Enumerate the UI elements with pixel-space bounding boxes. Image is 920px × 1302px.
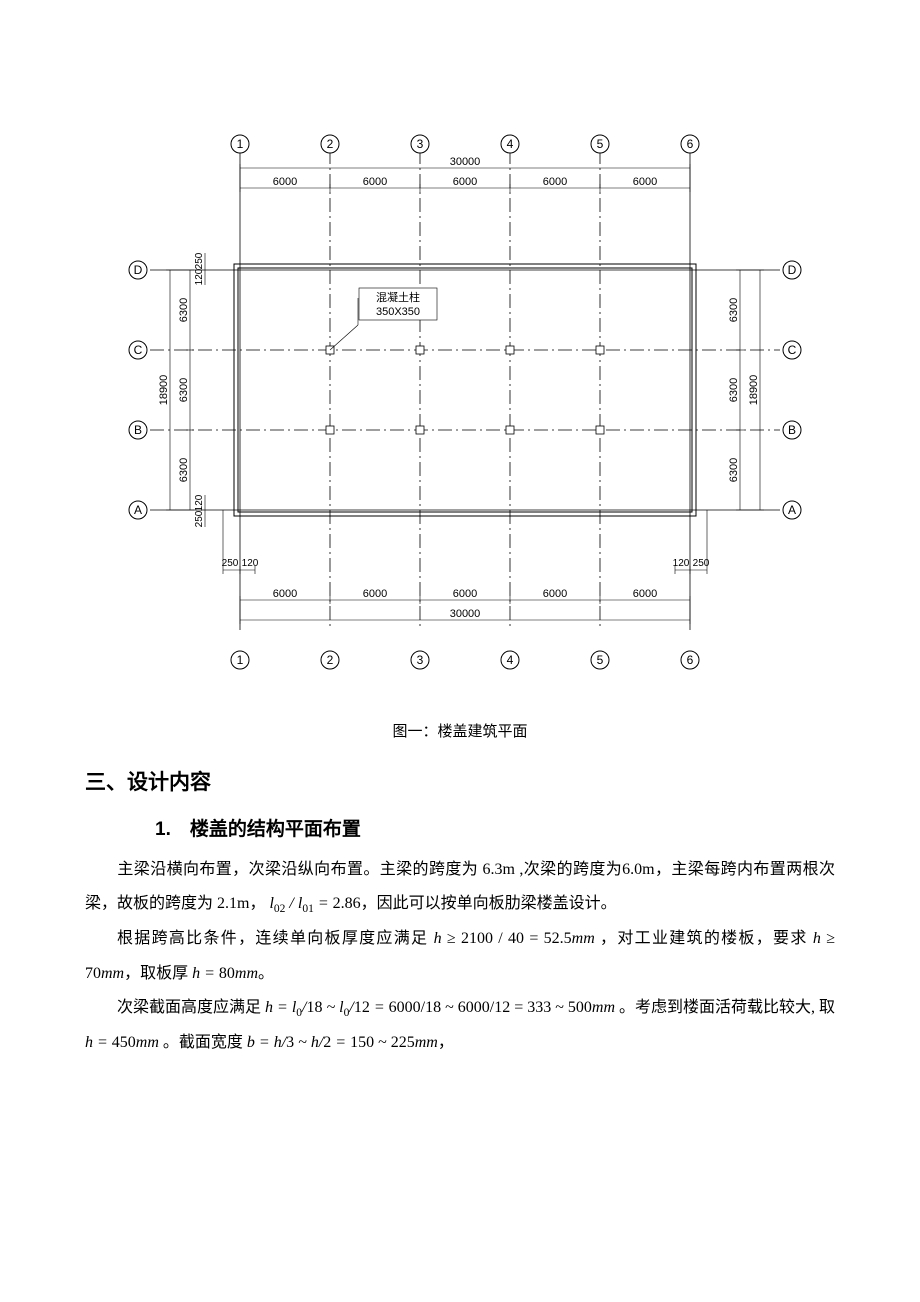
p1-formula: l02 / l01 = 2.86 xyxy=(269,895,360,912)
column-annotation-1: 混凝土柱 xyxy=(376,290,420,304)
p2-text-a: 根据跨高比条件，连续单向板厚度应满足 xyxy=(117,930,434,947)
grid-col-4-bot: 4 xyxy=(507,653,514,667)
dim-250-br: 250 xyxy=(693,558,710,569)
dim-row-right-3: 6300 xyxy=(728,458,740,482)
dim-span-bot-1: 6000 xyxy=(273,588,297,600)
dim-120-bl2: 120 xyxy=(194,494,205,511)
grid-col-3-top: 3 xyxy=(417,137,424,151)
p2-formula-3: h = 80mm xyxy=(192,965,258,982)
dim-height-left: 18900 xyxy=(158,375,170,406)
dim-row-right-1: 6300 xyxy=(728,298,740,322)
grid-col-5-top: 5 xyxy=(597,137,604,151)
dim-row-left-2: 6300 xyxy=(178,378,190,402)
grid-col-4-top: 4 xyxy=(507,137,514,151)
grid-row-A-left: A xyxy=(134,503,142,517)
paragraph-2: 根据跨高比条件，连续单向板厚度应满足 h ≥ 2100 / 40 = 52.5m… xyxy=(85,922,835,991)
floor-plan-figure: 混凝土柱 350X350 1 2 3 4 5 6 xyxy=(85,130,835,700)
p1-text-b: ，因此可以按单向板肋梁楼盖设计。 xyxy=(361,895,617,912)
dim-row-left-3: 6300 xyxy=(178,458,190,482)
grid-row-C-right: C xyxy=(788,343,797,357)
dim-width-bot: 30000 xyxy=(450,608,481,620)
p2-formula-1: h ≥ 2100 / 40 = 52.5mm xyxy=(434,930,595,947)
section-heading: 三、设计内容 xyxy=(85,766,835,796)
dim-250-bl2: 250 xyxy=(194,510,205,527)
paragraph-1: 主梁沿横向布置，次梁沿纵向布置。主梁的跨度为 6.3m ,次梁的跨度为6.0m，… xyxy=(85,853,835,922)
p3-text-c: 。截面宽度 xyxy=(159,1034,247,1051)
dim-span-bot-4: 6000 xyxy=(543,588,567,600)
p2-text-c: ，取板厚 xyxy=(124,965,192,982)
paragraph-3: 次梁截面高度应满足 h = l0/18 ~ l0/12 = 6000/18 ~ … xyxy=(85,991,835,1060)
grid-col-2-top: 2 xyxy=(327,137,334,151)
column-annotation-2: 350X350 xyxy=(376,306,420,318)
dim-250-bl: 250 xyxy=(222,558,239,569)
dim-row-right-2: 6300 xyxy=(728,378,740,402)
dim-span-bot-2: 6000 xyxy=(363,588,387,600)
dim-width-top: 30000 xyxy=(450,156,481,168)
dim-120-tl: 120 xyxy=(194,268,205,285)
dim-span-bot-5: 6000 xyxy=(633,588,657,600)
grid-col-6-bot: 6 xyxy=(687,653,694,667)
grid-row-B-right: B xyxy=(788,423,796,437)
dim-250-tl: 250 xyxy=(194,252,205,269)
grid-row-D-left: D xyxy=(134,263,143,277)
grid-col-3-bot: 3 xyxy=(417,653,424,667)
figure-caption: 图一：楼盖建筑平面 xyxy=(85,720,835,741)
p2-text-d: 。 xyxy=(258,965,274,982)
dim-span-top-5: 6000 xyxy=(633,176,657,188)
floor-plan-svg: 混凝土柱 350X350 1 2 3 4 5 6 xyxy=(110,130,810,700)
p3-text-d: ， xyxy=(438,1034,454,1051)
dim-span-top-4: 6000 xyxy=(543,176,567,188)
grid-col-5-bot: 5 xyxy=(597,653,604,667)
dim-span-top-1: 6000 xyxy=(273,176,297,188)
grid-row-A-right: A xyxy=(788,503,796,517)
grid-col-2-bot: 2 xyxy=(327,653,334,667)
p3-formula-3: b = h/3 ~ h/2 = 150 ~ 225mm xyxy=(247,1034,438,1051)
grid-row-C-left: C xyxy=(134,343,143,357)
grid-col-6-top: 6 xyxy=(687,137,694,151)
dim-span-top-3: 6000 xyxy=(453,176,477,188)
p2-text-b: ，对工业建筑的楼板，要求 xyxy=(595,930,813,947)
dim-span-bot-3: 6000 xyxy=(453,588,477,600)
dim-120-bl: 120 xyxy=(242,558,259,569)
dim-row-left-1: 6300 xyxy=(178,298,190,322)
dim-height-right: 18900 xyxy=(748,375,760,406)
grid-row-D-right: D xyxy=(788,263,797,277)
p3-text-b: 。考虑到楼面活荷载比较大, 取 xyxy=(615,999,835,1016)
grid-row-B-left: B xyxy=(134,423,142,437)
grid-col-1-top: 1 xyxy=(237,137,244,151)
dim-120-br: 120 xyxy=(673,558,690,569)
p3-text-a: 次梁截面高度应满足 xyxy=(117,999,265,1016)
sub-heading: 1. 楼盖的结构平面布置 xyxy=(155,814,835,841)
grid-col-1-bot: 1 xyxy=(237,653,244,667)
p3-formula-2: h = 450mm xyxy=(85,1034,159,1051)
p3-formula-1: h = l0/18 ~ l0/12 = 6000/18 ~ 6000/12 = … xyxy=(265,999,615,1016)
dim-span-top-2: 6000 xyxy=(363,176,387,188)
